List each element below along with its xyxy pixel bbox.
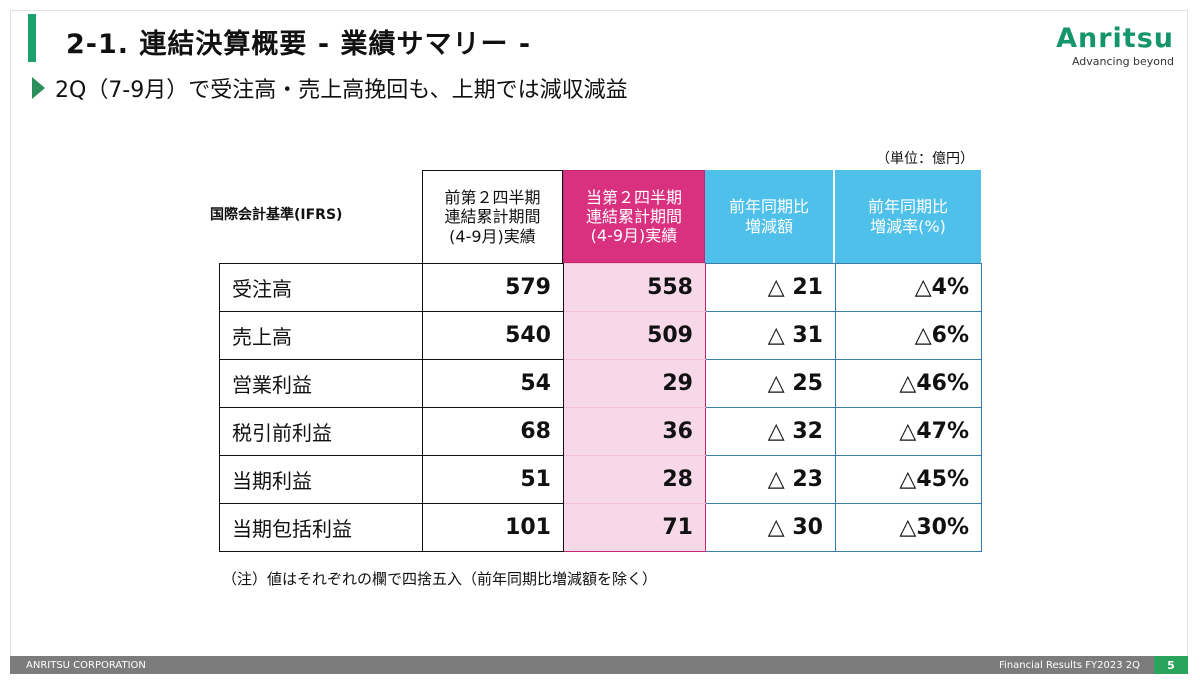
page-title: 2-1. 連結決算概要 - 業績サマリー - [66, 29, 532, 60]
logo-wordmark: Anritsu [1056, 23, 1174, 54]
header-line: 前第２四半期 [444, 188, 541, 208]
current-value: 71 [563, 503, 706, 552]
change-amount: △ 30 [705, 503, 836, 552]
change-rate: △4% [835, 263, 982, 312]
change-amount: △ 31 [705, 311, 836, 360]
table-row: 受注高 579 558 △ 21 △4% [219, 263, 982, 312]
header-line: 前年同期比 [867, 197, 948, 217]
row-label: 当期利益 [219, 455, 423, 504]
header-line: 連結累計期間 [585, 206, 682, 226]
title-accent-bar [28, 14, 36, 62]
previous-value: 540 [422, 311, 564, 360]
change-amount: △ 25 [705, 359, 836, 408]
table-row: 営業利益 54 29 △ 25 △46% [219, 359, 982, 408]
previous-value: 51 [422, 455, 564, 504]
current-value: 558 [563, 263, 706, 312]
column-header-yoy-change-rate: 前年同期比 増減率(%) [835, 170, 981, 263]
column-header-previous-period: 前第２四半期 連結累計期間 (4-9月)実績 [422, 170, 563, 263]
table-row: 売上高 540 509 △ 31 △6% [219, 311, 982, 360]
anritsu-logo: Anritsu Advancing beyond [1056, 25, 1174, 68]
footer-report-title: Financial Results FY2023 2Q [999, 659, 1140, 671]
header-line: 増減額 [744, 216, 793, 236]
row-label: 税引前利益 [219, 407, 423, 456]
header-line: 連結累計期間 [444, 207, 541, 227]
footer-bar: ANRITSU CORPORATION Financial Results FY… [10, 656, 1188, 674]
change-amount: △ 23 [705, 455, 836, 504]
table-row: 税引前利益 68 36 △ 32 △47% [219, 407, 982, 456]
header-line: 前年同期比 [728, 197, 809, 217]
table-row: 当期包括利益 101 71 △ 30 △30% [219, 503, 982, 552]
results-summary-table: 受注高 579 558 △ 21 △4% 売上高 540 509 △ 31 △6… [219, 263, 982, 552]
previous-value: 101 [422, 503, 564, 552]
change-rate: △46% [835, 359, 982, 408]
change-rate: △47% [835, 407, 982, 456]
change-amount: △ 21 [705, 263, 836, 312]
column-header-yoy-change-amount: 前年同期比 増減額 [705, 170, 835, 263]
header-line: (4-9月)実績 [449, 226, 536, 246]
change-rate: △45% [835, 455, 982, 504]
previous-value: 68 [422, 407, 564, 456]
subtitle: 2Q（7-9月）で受注高・売上高挽回も、上期では減収減益 [55, 78, 628, 103]
row-label: 売上高 [219, 311, 423, 360]
column-header-current-period: 当第２四半期 連結累計期間 (4-9月)実績 [563, 170, 705, 263]
current-value: 509 [563, 311, 706, 360]
current-value: 28 [563, 455, 706, 504]
header-line: 増減率(%) [870, 216, 946, 236]
header-line: (4-9月)実績 [590, 226, 678, 246]
row-label: 当期包括利益 [219, 503, 423, 552]
arrow-bullet-icon [32, 77, 45, 99]
row-label: 営業利益 [219, 359, 423, 408]
current-value: 36 [563, 407, 706, 456]
rounding-note: （注）値はそれぞれの欄で四捨五入（前年同期比増減額を除く） [222, 570, 658, 588]
previous-value: 579 [422, 263, 564, 312]
unit-label: （単位：億円） [876, 151, 974, 167]
change-rate: △30% [835, 503, 982, 552]
row-label: 受注高 [219, 263, 423, 312]
footer-company: ANRITSU CORPORATION [26, 659, 146, 671]
table-row: 当期利益 51 28 △ 23 △45% [219, 455, 982, 504]
previous-value: 54 [422, 359, 564, 408]
logo-tagline: Advancing beyond [1071, 55, 1174, 68]
subtitle-row: 2Q（7-9月）で受注高・売上高挽回も、上期では減収減益 [32, 72, 628, 104]
change-rate: △6% [835, 311, 982, 360]
page-number: 5 [1154, 656, 1188, 674]
accounting-standard-label: 国際会計基準(IFRS) [210, 207, 343, 223]
header-line: 当第２四半期 [585, 187, 682, 207]
change-amount: △ 32 [705, 407, 836, 456]
current-value: 29 [563, 359, 706, 408]
